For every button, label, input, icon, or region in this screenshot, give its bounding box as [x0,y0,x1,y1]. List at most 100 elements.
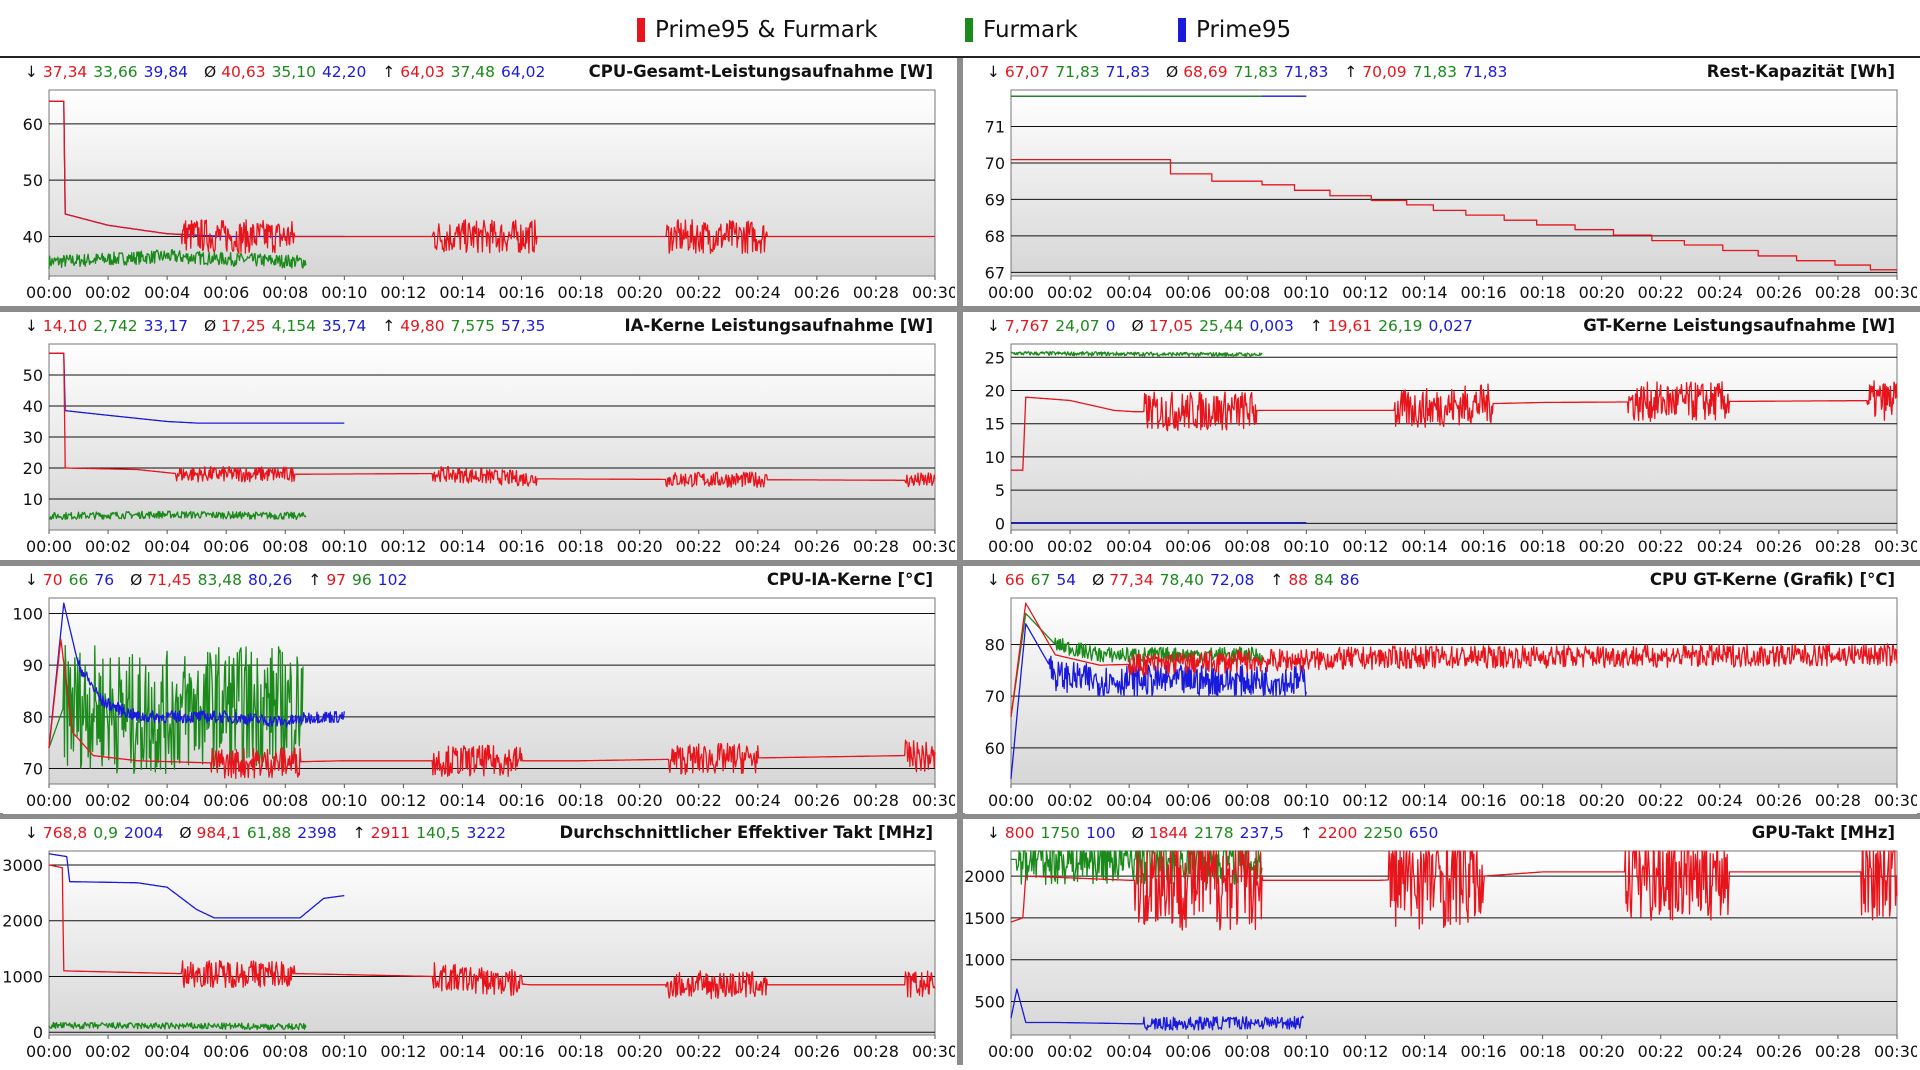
x-tick-label: 00:30 [912,791,955,810]
x-tick-label: 00:18 [558,283,604,302]
x-tick-label: 00:22 [1638,791,1684,810]
x-tick-label: 00:08 [1224,283,1270,302]
x-tick-label: 00:18 [1520,1042,1566,1061]
stats-value: 24,07 [1055,317,1099,335]
x-tick-label: 00:18 [1520,791,1566,810]
stats-symbol: ↑ [353,824,371,842]
stats-value: 70 [43,571,63,589]
stats-value: 800 [1005,824,1035,842]
stats-value: 1844 [1149,824,1188,842]
stats-value: 237,5 [1240,824,1284,842]
y-tick-label: 10 [985,448,1005,467]
x-tick-label: 00:06 [203,537,249,556]
stats-header: ↓ 66 67 54 Ø 77,34 78,40 72,08 ↑ 88 84 86 [987,571,1360,589]
stats-value: 17,25 [221,317,265,335]
chart-panel-gpu-clock: 500 1000 1500 2000 00:00 00:02 00:04 00:06 00:08… [964,819,1920,1067]
divider-horizontal [0,813,1920,819]
stats-value: 42,20 [322,63,366,81]
chart-panel-effective-clock: 0 1000 2000 3000 00:00 00:02 00:04 00:06 00:08 00… [2,819,958,1067]
chart-panel-gt-cores-power: 0 5 10 15 20 25 00:00 00:02 00:04 00:06 00:08 00:10… [965,312,1920,560]
series-line [49,352,345,424]
stats-symbol: Ø [1132,317,1149,335]
series-line [48,249,307,269]
stats-value: 86 [1340,571,1360,589]
stats-symbol: ↓ [25,824,43,842]
stats-value: 71,83 [1234,63,1278,81]
stats-value: 39,84 [144,63,188,81]
y-tick-label: 15 [985,415,1005,434]
stats-header: ↓ 800 1750 100 Ø 1844 2178 237,5 ↑ 2200 2250 650 [987,824,1438,842]
y-tick-label: 60 [23,115,43,134]
x-tick-label: 00:00 [988,791,1034,810]
stats-symbol: Ø [1092,571,1109,589]
y-tick-label: 60 [985,739,1005,758]
y-tick-label: 50 [23,366,43,385]
x-tick-label: 00:30 [1874,791,1917,810]
stats-value: 67 [1031,571,1051,589]
x-tick-label: 00:18 [1520,283,1566,302]
x-tick-label: 00:14 [1401,283,1447,302]
x-tick-label: 00:08 [262,283,308,302]
y-tick-label: 20 [23,459,43,478]
x-tick-label: 00:22 [676,1042,722,1061]
x-tick-label: 00:06 [1165,283,1211,302]
x-tick-label: 00:16 [498,1042,544,1061]
y-tick-label: 0 [995,514,1005,533]
stats-value: 25,44 [1199,317,1243,335]
stats-value: 768,8 [43,824,87,842]
x-tick-label: 00:30 [912,283,955,302]
x-tick-label: 00:14 [439,791,485,810]
x-tick-label: 00:12 [380,791,426,810]
stats-value: 80,26 [248,571,292,589]
legend-item-prime95: Prime95 [1178,16,1291,44]
stats-value: 140,5 [416,824,460,842]
x-tick-label: 00:24 [1697,1042,1743,1061]
x-tick-label: 00:28 [853,283,899,302]
x-tick-label: 00:28 [1815,791,1861,810]
stats-header: ↓ 67,07 71,83 71,83 Ø 68,69 71,83 71,83 ↑ 70,0… [987,63,1507,81]
x-tick-label: 00:28 [853,1042,899,1061]
stats-value: 66 [1005,571,1025,589]
stats-value: 64,02 [501,63,545,81]
x-tick-label: 00:18 [558,791,604,810]
x-tick-label: 00:00 [988,1042,1034,1061]
x-tick-label: 00:02 [85,537,131,556]
y-tick-label: 40 [23,228,43,247]
x-tick-label: 00:22 [1638,1042,1684,1061]
series-line [49,352,936,489]
x-tick-label: 00:14 [439,283,485,302]
stats-value: 26,19 [1378,317,1422,335]
x-tick-label: 00:26 [794,537,840,556]
stats-value: 984,1 [197,824,241,842]
x-tick-label: 00:16 [498,537,544,556]
x-tick-label: 00:30 [912,1042,955,1061]
x-tick-label: 00:18 [558,537,604,556]
stats-symbol: Ø [179,824,196,842]
x-tick-label: 00:30 [1874,283,1917,302]
series-line [1010,602,1898,717]
y-tick-label: 40 [23,397,43,416]
stats-value: 71,83 [1413,63,1457,81]
x-tick-label: 00:14 [1401,791,1447,810]
divider-horizontal [0,306,1920,312]
chart-title: Rest-Kapazität [Wh] [1707,62,1895,81]
chart-title: GPU-Takt [MHz] [1752,823,1895,842]
series-line [1010,850,1898,931]
y-tick-label: 10 [23,490,43,509]
x-tick-label: 00:14 [1401,1042,1447,1061]
series-line [48,602,345,748]
plot-area [1010,89,1898,277]
stats-value: 2250 [1363,824,1402,842]
x-tick-label: 00:22 [1638,283,1684,302]
stats-value: 64,03 [400,63,444,81]
x-tick-label: 00:10 [1283,537,1329,556]
legend-swatch [1178,18,1186,42]
stats-value: 7,575 [451,317,495,335]
y-tick-label: 1500 [965,909,1005,928]
stats-symbol: ↓ [987,824,1005,842]
x-tick-label: 00:20 [617,791,663,810]
x-tick-label: 00:02 [85,791,131,810]
stats-value: 7,767 [1005,317,1049,335]
plot-area [48,89,936,277]
x-tick-label: 00:08 [1224,537,1270,556]
